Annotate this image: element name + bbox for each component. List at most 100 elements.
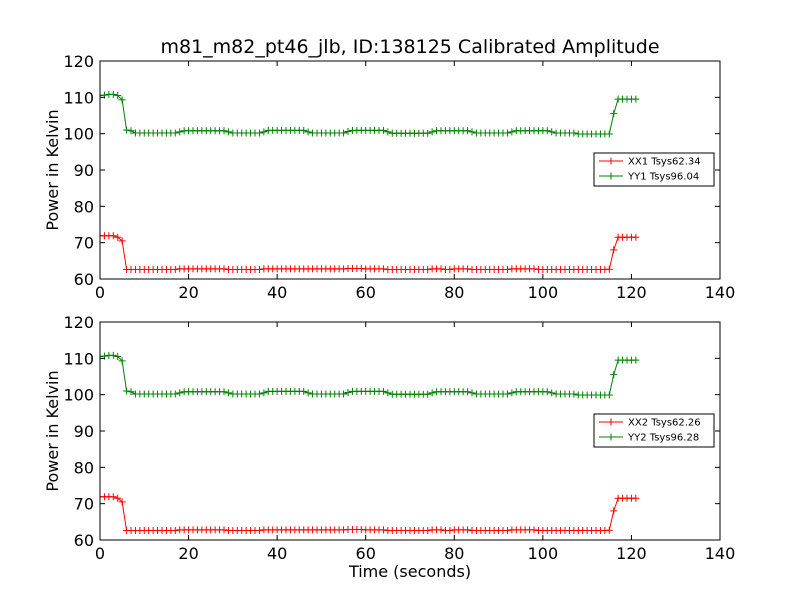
data-point-marker — [605, 526, 613, 534]
x-tick-label: 140 — [705, 544, 736, 563]
data-point-marker — [428, 128, 436, 136]
data-point-marker — [543, 388, 551, 396]
x-tick-label: 120 — [616, 544, 647, 563]
data-point-marker — [123, 126, 131, 134]
data-point-marker — [530, 526, 538, 534]
data-point-marker — [300, 387, 308, 395]
series-xx-2 — [100, 493, 640, 535]
data-point-marker — [446, 527, 454, 535]
legend-label: YY1 Tsys96.04 — [627, 172, 699, 183]
data-point-marker — [610, 246, 618, 254]
y-tick-label: 80 — [74, 458, 94, 477]
data-point-marker — [220, 127, 228, 135]
data-point-marker — [340, 129, 348, 137]
data-point-marker — [171, 266, 179, 274]
data-point-marker — [109, 232, 117, 240]
data-point-marker — [379, 126, 387, 134]
data-point-marker — [464, 388, 472, 396]
x-axis-label: Time (seconds) — [348, 562, 471, 581]
data-point-marker — [503, 129, 511, 137]
data-point-marker — [632, 95, 640, 103]
data-point-marker — [220, 265, 228, 273]
y-tick-label: 120 — [63, 52, 94, 71]
y-tick-label: 110 — [63, 88, 94, 107]
legend-box — [593, 413, 715, 448]
data-point-marker — [109, 493, 117, 501]
data-point-marker — [437, 265, 445, 273]
data-point-marker — [508, 389, 516, 397]
data-point-marker — [118, 498, 126, 506]
series-yy-1 — [100, 90, 640, 138]
data-point-marker — [503, 527, 511, 535]
data-point-marker — [424, 266, 432, 274]
y-tick-label: 120 — [63, 313, 94, 332]
data-point-marker — [224, 128, 232, 136]
x-tick-label: 80 — [444, 283, 464, 302]
x-tick-label: 0 — [95, 544, 105, 563]
data-point-marker — [255, 266, 263, 274]
y-axis-label: Power in Kelvin — [43, 370, 62, 491]
data-point-marker — [424, 527, 432, 535]
x-tick-label: 40 — [267, 283, 287, 302]
bottom-subplot: 0 20 40 60 80 100 120 140 60 70 80 90 100 110 120 Power… — [43, 313, 735, 581]
data-point-marker — [340, 390, 348, 398]
data-point-marker — [255, 527, 263, 535]
data-point-marker — [344, 127, 352, 135]
data-point-marker — [508, 128, 516, 136]
data-point-marker — [304, 128, 312, 136]
data-point-marker — [610, 371, 618, 379]
data-point-marker — [503, 266, 511, 274]
data-point-marker — [570, 390, 578, 398]
data-point-marker — [224, 389, 232, 397]
data-point-marker — [114, 92, 122, 100]
data-point-marker — [468, 128, 476, 136]
x-tick-label: 20 — [178, 283, 198, 302]
data-point-marker — [109, 351, 117, 359]
x-tick-label: 40 — [267, 544, 287, 563]
data-point-marker — [464, 127, 472, 135]
data-point-marker — [384, 128, 392, 136]
data-point-marker — [123, 387, 131, 395]
data-point-marker — [127, 127, 135, 135]
legend-marker — [607, 172, 615, 180]
data-point-marker — [114, 233, 122, 241]
y-axis-label: Power in Kelvin — [43, 109, 62, 230]
x-tick-label: 140 — [705, 283, 736, 302]
x-tick-label: 100 — [528, 283, 559, 302]
y-tick-label: 100 — [63, 386, 94, 405]
data-point-marker — [503, 390, 511, 398]
data-point-marker — [171, 129, 179, 137]
data-point-marker — [220, 388, 228, 396]
data-point-marker — [304, 389, 312, 397]
y-tick-label: 110 — [63, 349, 94, 368]
data-point-marker — [464, 265, 472, 273]
data-point-marker — [632, 494, 640, 502]
data-point-marker — [114, 494, 122, 502]
data-point-marker — [543, 127, 551, 135]
legend-marker — [607, 418, 615, 426]
data-point-marker — [437, 526, 445, 534]
data-point-marker — [171, 527, 179, 535]
data-point-marker — [632, 356, 640, 364]
y-tick-label: 90 — [74, 422, 94, 441]
data-point-marker — [379, 526, 387, 534]
data-point-marker — [548, 128, 556, 136]
legend-marker — [607, 433, 615, 441]
data-point-marker — [255, 390, 263, 398]
data-point-marker — [530, 265, 538, 273]
data-point-marker — [114, 353, 122, 361]
legend-box — [593, 152, 715, 187]
data-point-marker — [605, 130, 613, 138]
y-tick-label: 80 — [74, 197, 94, 216]
x-tick-label: 120 — [616, 283, 647, 302]
data-point-marker — [118, 237, 126, 245]
legend-label: YY2 Tsys96.28 — [627, 433, 699, 444]
data-point-marker — [344, 388, 352, 396]
legend-label: XX2 Tsys62.26 — [628, 418, 701, 429]
x-tick-label: 60 — [356, 283, 376, 302]
data-point-marker — [424, 129, 432, 137]
data-point-marker — [424, 390, 432, 398]
data-point-marker — [610, 507, 618, 515]
